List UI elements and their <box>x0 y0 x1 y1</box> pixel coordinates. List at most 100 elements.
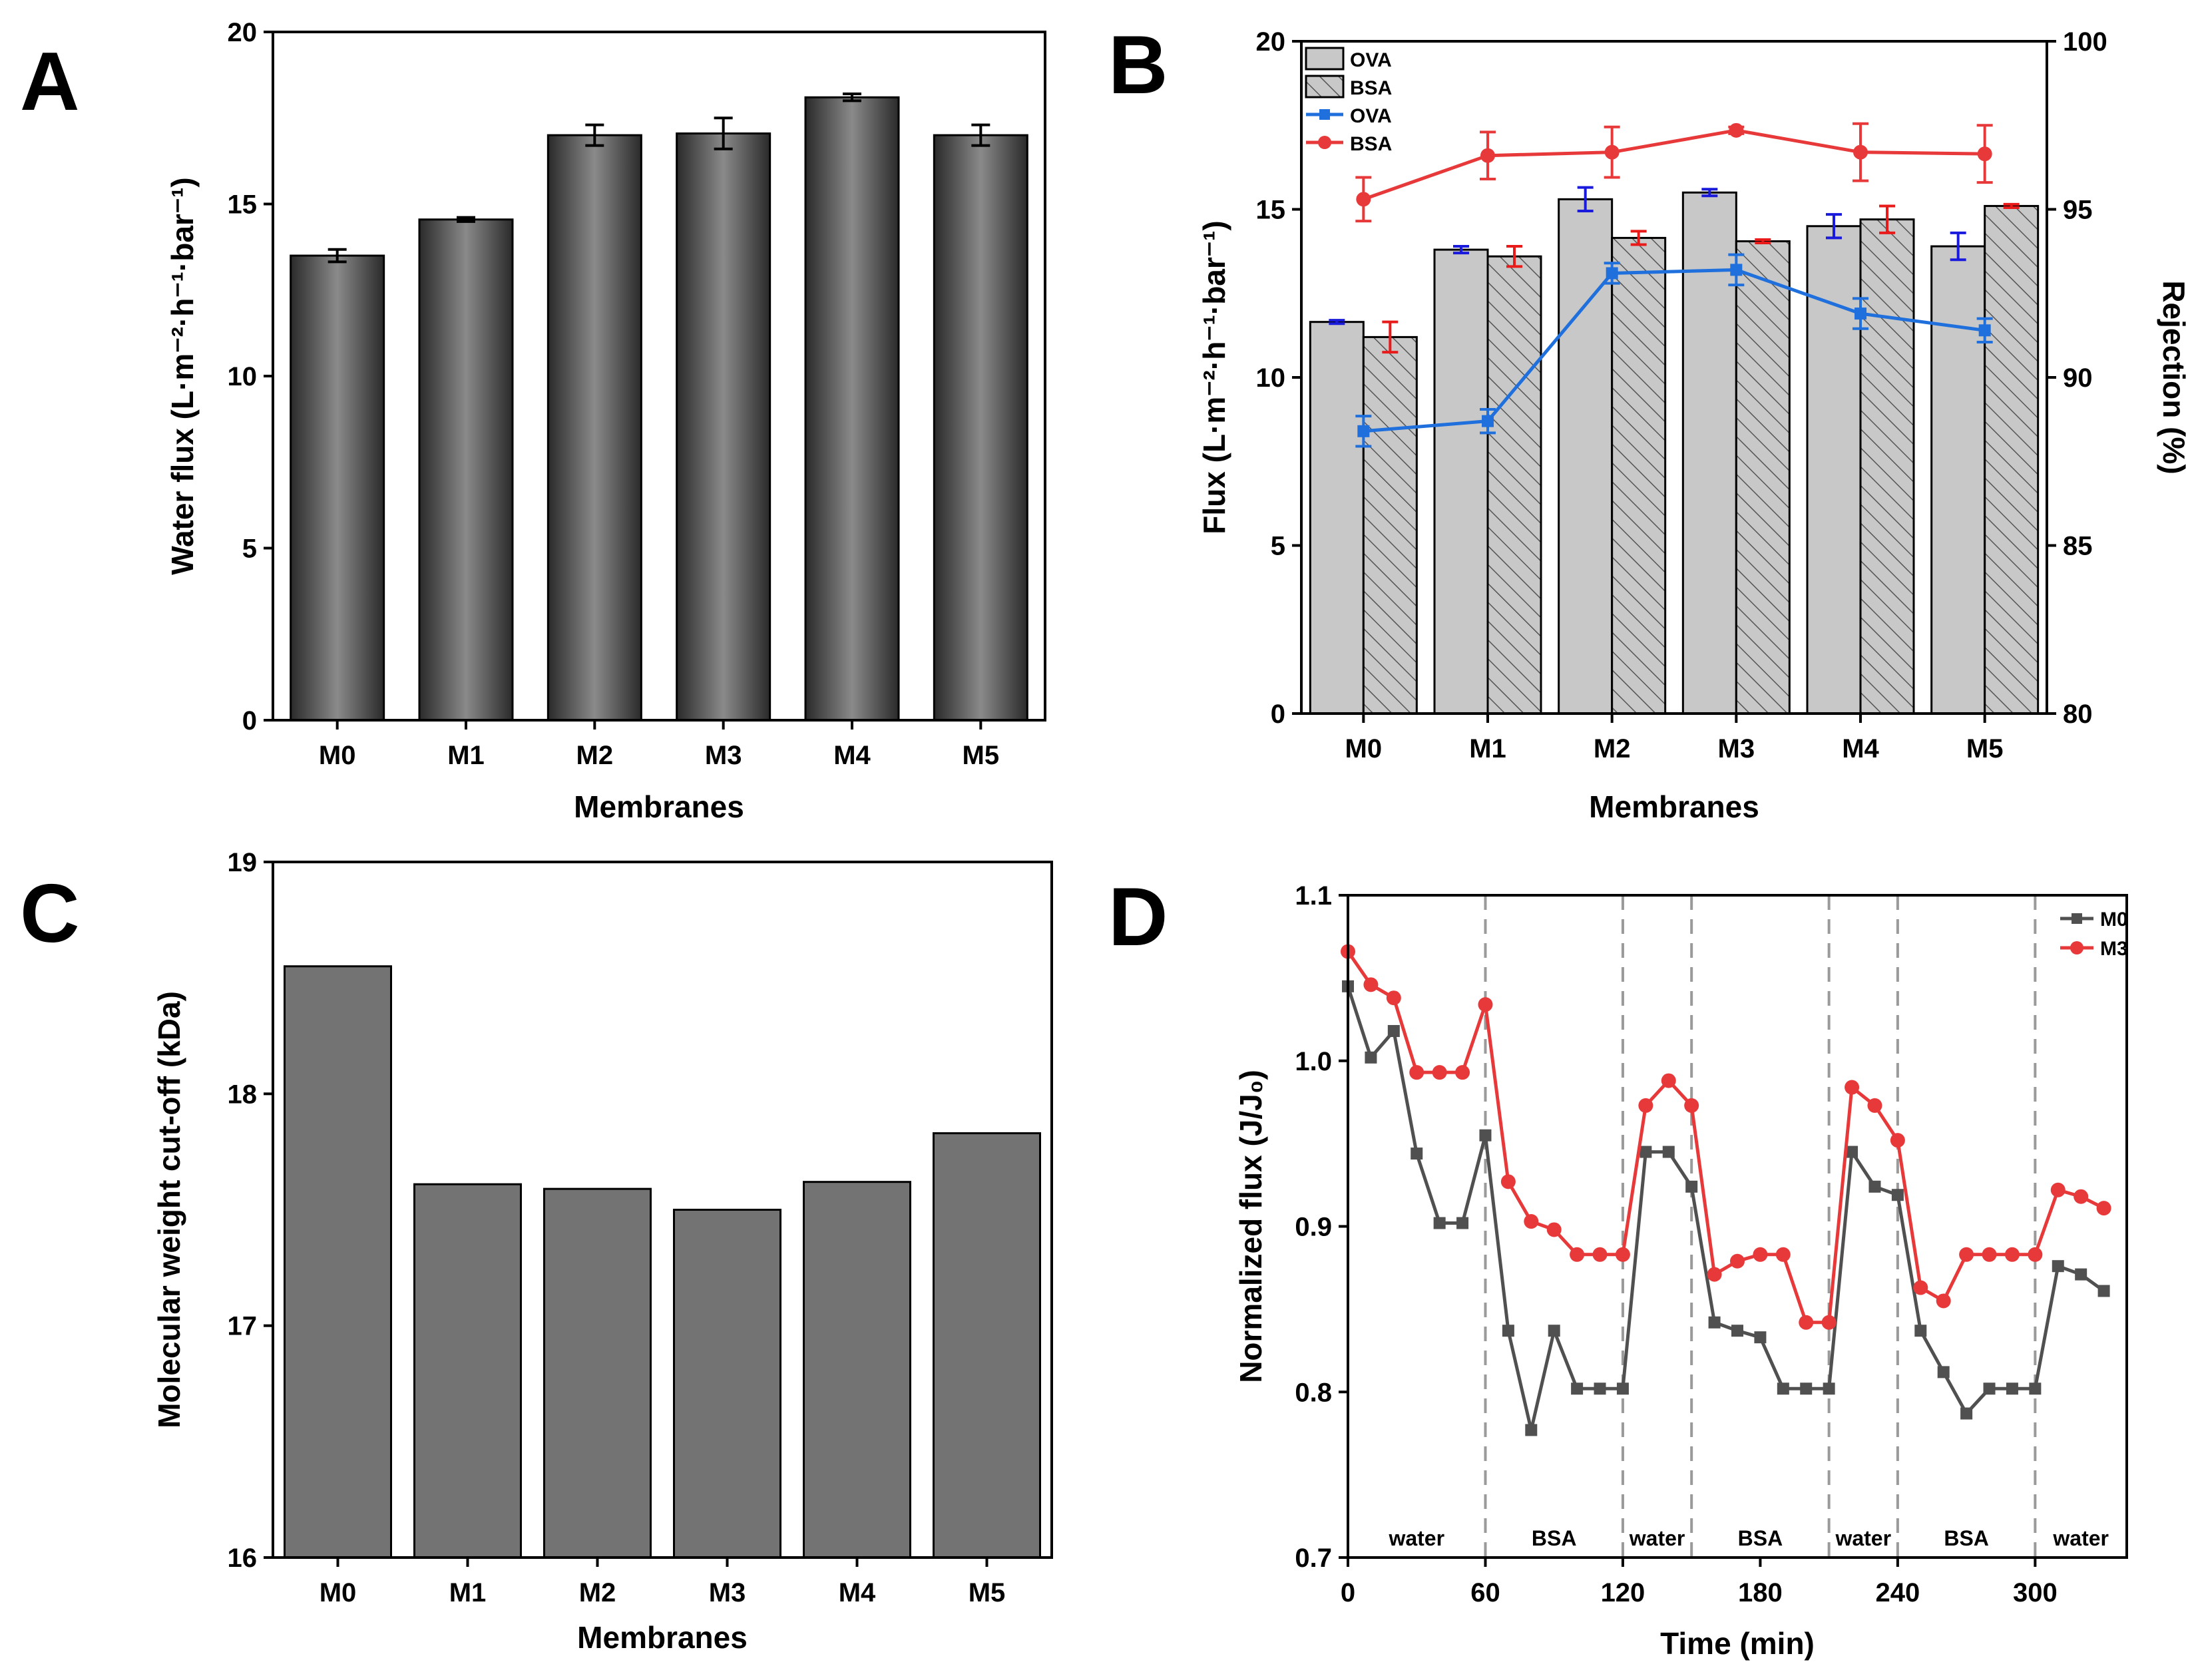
legend-b-label-bsa-line: BSA <box>1350 133 1392 155</box>
chart-b-protein-flux-rejection: M0 M1 M2 M3 M4 M5 0 5 10 15 20 80 85 90 95 100 Membranes… <box>1197 27 2186 824</box>
y-tick-label-b-2: 10 <box>1256 363 1286 393</box>
point-b-rejection-bsa-M2 <box>1604 144 1620 160</box>
legend-d-marker-m3 <box>2070 941 2083 954</box>
point-d-m0-23 <box>1868 1180 1881 1193</box>
point-d-m3-17 <box>1730 1253 1745 1269</box>
y-tick-label-c-2: 18 <box>228 1080 258 1109</box>
x-tick-label-b-M5: M5 <box>1966 734 2004 763</box>
bar-a-M1 <box>418 218 514 722</box>
point-d-m0-27 <box>1960 1407 1973 1420</box>
x-tick-label-c-M4: M4 <box>839 1578 876 1607</box>
phase-label-d-0: water <box>1388 1526 1444 1550</box>
point-d-m0-24 <box>1891 1189 1904 1201</box>
y-tick-label-a-0: 0 <box>242 706 257 735</box>
y-axis-title-c: Molecular weight cut-off (kDa) <box>152 991 186 1428</box>
y2-axis-title-b: Rejection (%) <box>2157 280 2186 474</box>
y-tick-label-c-1: 17 <box>228 1312 258 1341</box>
point-d-m0-6 <box>1479 1129 1492 1142</box>
bar-c-M2 <box>543 1187 652 1559</box>
point-d-m3-16 <box>1707 1267 1722 1282</box>
point-d-m3-3 <box>1409 1065 1424 1080</box>
point-d-m0-31 <box>2052 1260 2064 1273</box>
point-d-m0-5 <box>1456 1217 1469 1229</box>
bar-c-M0 <box>284 965 392 1559</box>
point-d-m3-14 <box>1661 1073 1676 1088</box>
point-d-m0-7 <box>1502 1325 1514 1337</box>
x-tick-label-d-3: 180 <box>1738 1578 1783 1607</box>
x-tick-label-d-0: 0 <box>1341 1578 1355 1607</box>
point-d-m0-8 <box>1525 1424 1538 1436</box>
x-tick-label-d-2: 120 <box>1601 1578 1645 1607</box>
x-tick-label-a-M1: M1 <box>447 741 485 770</box>
point-d-m3-26 <box>1936 1293 1951 1309</box>
point-d-m3-2 <box>1386 990 1401 1006</box>
x-tick-label-a-M2: M2 <box>576 741 614 770</box>
point-d-m3-28 <box>1982 1247 1997 1262</box>
point-d-m0-11 <box>1594 1382 1606 1395</box>
point-d-m3-30 <box>2028 1247 2043 1262</box>
point-d-m3-6 <box>1478 997 1493 1012</box>
point-d-m3-4 <box>1432 1065 1447 1080</box>
phase-label-d-6: water <box>2052 1526 2109 1550</box>
point-d-m3-31 <box>2050 1182 2066 1197</box>
point-d-m0-1 <box>1365 1051 1377 1064</box>
bar-b-bsa-M0 <box>1362 335 1418 715</box>
x-tick-label-d-5: 300 <box>2013 1578 2058 1607</box>
point-d-m0-21 <box>1823 1382 1835 1395</box>
x-axis-title-a: Membranes <box>574 789 744 824</box>
y-axis-title-d: Normalized flux (J/J₀) <box>1233 1070 1268 1383</box>
x-tick-label-a-M4: M4 <box>833 741 871 770</box>
point-d-m0-10 <box>1571 1382 1584 1395</box>
bar-b-bsa-M5 <box>1984 204 2040 715</box>
y-tick-label-b-0: 0 <box>1271 700 1285 729</box>
bar-a-M2 <box>546 134 642 722</box>
y2-tick-label-b-1: 85 <box>2063 532 2093 561</box>
y-tick-label-c-3: 19 <box>228 848 258 877</box>
legend-b-label-ova-bar: OVA <box>1350 49 1392 71</box>
point-d-m3-29 <box>2004 1247 2020 1262</box>
point-d-m3-15 <box>1684 1098 1699 1113</box>
point-b-rejection-bsa-M5 <box>1977 146 1992 162</box>
y-tick-label-a-3: 15 <box>228 190 258 220</box>
x-tick-label-a-M0: M0 <box>319 741 356 770</box>
line-b-rejection-ova <box>1363 268 1986 433</box>
point-d-m0-18 <box>1754 1331 1767 1344</box>
point-b-rejection-bsa-M3 <box>1729 122 1744 138</box>
x-axis-title-d: Time (min) <box>1660 1626 1815 1661</box>
panel-letter-c: C <box>20 868 80 960</box>
point-d-m3-1 <box>1363 977 1379 992</box>
x-tick-label-a-M3: M3 <box>705 741 742 770</box>
plot-frame-a <box>272 31 1046 722</box>
point-d-m0-4 <box>1433 1217 1446 1229</box>
legend-b-marker-ova-line <box>1319 109 1330 120</box>
bar-a-M0 <box>290 254 385 722</box>
legend-d-label-m3: M3 <box>2100 938 2128 960</box>
y-tick-label-c-0: 16 <box>228 1544 258 1573</box>
point-d-m3-23 <box>1867 1098 1882 1113</box>
point-d-m0-13 <box>1640 1146 1652 1158</box>
point-d-m0-12 <box>1616 1382 1629 1395</box>
y-tick-label-a-2: 10 <box>228 362 258 391</box>
bar-b-bsa-M1 <box>1486 255 1542 715</box>
phase-label-d-1: BSA <box>1532 1526 1577 1550</box>
y-tick-label-d-3: 1.0 <box>1295 1047 1332 1076</box>
x-tick-label-c-M5: M5 <box>969 1578 1006 1607</box>
plot-frame-c <box>272 861 1053 1559</box>
chart-d-normalized-flux: water BSA water BSA water BSA water 0.7 0.8 0.9 1.… <box>1233 881 2128 1661</box>
legend-d-marker-m0 <box>2072 913 2082 924</box>
point-d-m3-5 <box>1455 1065 1470 1080</box>
point-d-m0-19 <box>1777 1382 1789 1395</box>
point-d-m0-29 <box>2006 1382 2018 1395</box>
bar-c-M4 <box>803 1181 911 1559</box>
point-b-rejection-bsa-M1 <box>1480 148 1495 163</box>
point-d-m3-11 <box>1592 1247 1608 1262</box>
y-tick-label-d-0: 0.7 <box>1295 1544 1332 1573</box>
x-tick-label-c-M3: M3 <box>709 1578 746 1607</box>
point-d-m0-3 <box>1411 1148 1423 1160</box>
legend-b-marker-bsa-line <box>1318 136 1331 149</box>
x-tick-label-b-M2: M2 <box>1594 734 1631 763</box>
bar-b-ova-M0 <box>1309 321 1365 715</box>
point-b-rejection-ova-M5 <box>1978 324 1991 337</box>
x-axis-title-b: Membranes <box>1589 789 1759 824</box>
